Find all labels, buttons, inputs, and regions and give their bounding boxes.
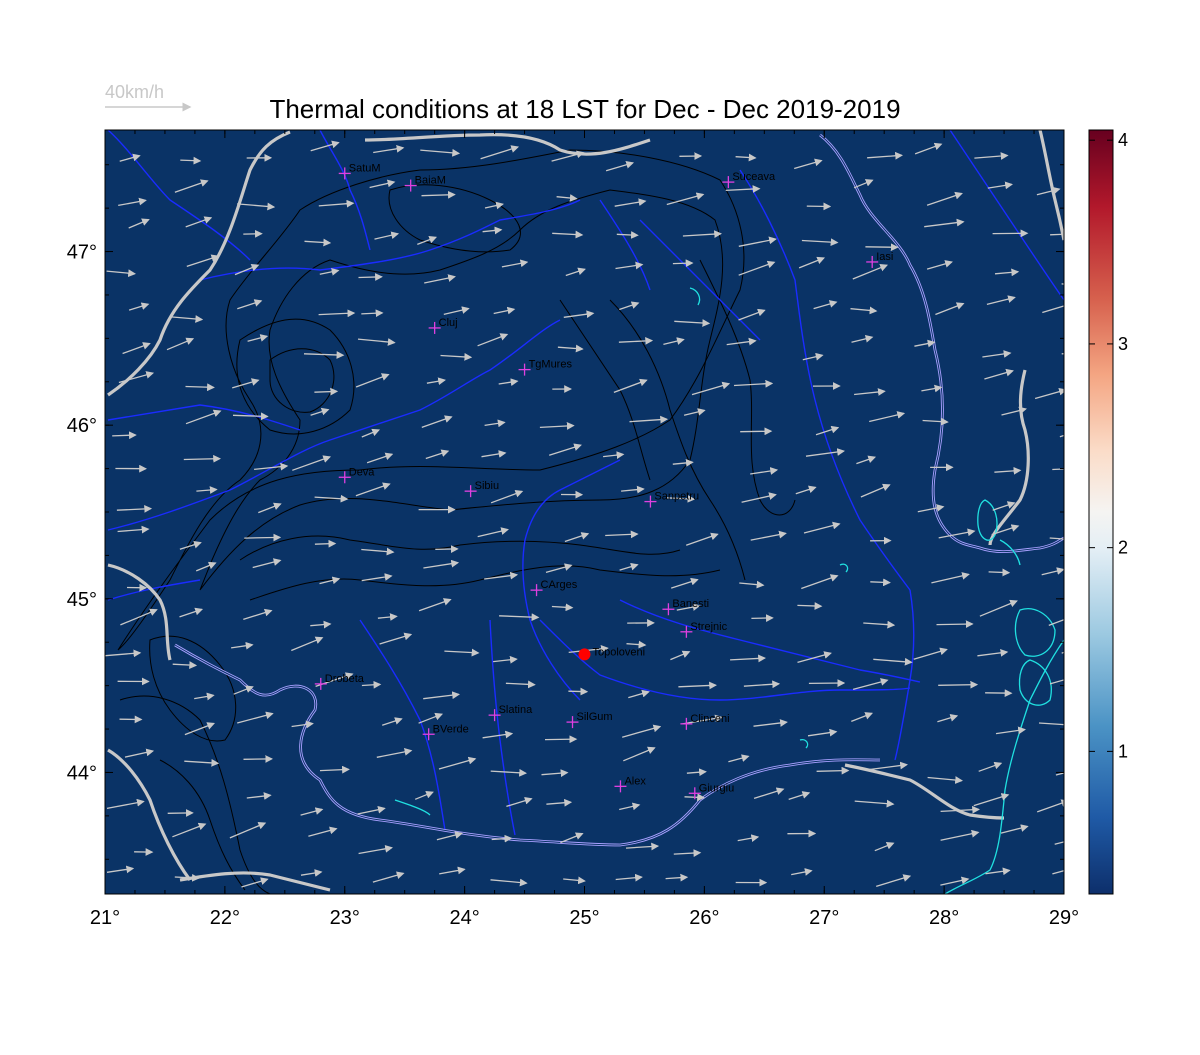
wind-arrow (180, 160, 200, 161)
lon-label: 29° (1049, 907, 1079, 929)
station-label: Deva (349, 466, 376, 478)
lon-label: 22° (210, 907, 240, 929)
wind-arrow (989, 572, 1009, 573)
station-label: Banesti (672, 598, 709, 610)
wind-arrow (865, 247, 897, 248)
wind-reference: 40km/h (105, 82, 190, 107)
highlight-dot[interactable] (579, 648, 591, 660)
station-label: SilGum (577, 711, 613, 723)
wind-arrow (314, 391, 336, 392)
station-label: Clinceni (690, 713, 729, 725)
wind-arrow (937, 624, 973, 625)
wind-arrow (685, 797, 704, 798)
lon-label: 24° (450, 907, 480, 929)
lon-label: 27° (809, 907, 839, 929)
colorbar-tick-label: 3 (1118, 334, 1128, 354)
map-title: Thermal conditions at 18 LST for Dec - D… (269, 94, 900, 124)
wind-arrow (1060, 427, 1093, 437)
lon-label: 21° (90, 907, 120, 929)
wind-arrow (1062, 644, 1086, 653)
lon-label: 26° (689, 907, 719, 929)
longitude-labels: 21° 22° 23° 24° 25° 26° 27° 28° 29° (90, 907, 1079, 929)
colorbar: 1 2 3 4 (1089, 130, 1128, 894)
wind-arrow (1064, 152, 1091, 156)
wind-arrow (184, 459, 220, 460)
wind-arrow (186, 387, 214, 388)
lon-label: 28° (929, 907, 959, 929)
station-label: Drobeta (325, 673, 365, 685)
wind-arrow (315, 544, 335, 545)
station-label: Suceava (732, 171, 776, 183)
station-label: Sibiu (475, 480, 499, 492)
lon-label: 23° (330, 907, 360, 929)
map-background (105, 130, 1064, 894)
lat-label: 44° (67, 762, 97, 784)
map-panel: SatuM BaiaM Suceava Iasi Cluj TgMures Deva Sibi… (67, 130, 1098, 929)
wind-arrow (359, 277, 382, 278)
colorbar-tick-label: 4 (1118, 130, 1128, 150)
wind-arrow (797, 605, 821, 606)
station-label: Alex (624, 775, 646, 787)
station-label: BaiaM (415, 175, 446, 187)
wind-arrow (740, 431, 771, 432)
lat-label: 46° (67, 415, 97, 437)
wind-arrow (112, 435, 135, 436)
station-label: Cluj (439, 317, 458, 329)
station-label: CArges (541, 579, 578, 591)
station-label: Giurgiu (699, 782, 734, 794)
highlight-label: Topoloveni (593, 646, 646, 658)
station-label: Sanpetru (654, 491, 699, 503)
station-label: Slatina (499, 704, 534, 716)
colorbar-tick-label: 1 (1118, 741, 1128, 761)
wind-arrow (673, 263, 692, 264)
wind-arrow (244, 537, 280, 538)
lat-label: 47° (67, 242, 97, 264)
station-label: Iasi (876, 251, 893, 263)
wind-arrow (817, 771, 849, 772)
wind-arrow (568, 691, 587, 692)
wind-arrow (1062, 284, 1088, 286)
colorbar-tick-label: 2 (1118, 538, 1128, 558)
wind-arrow (870, 582, 889, 583)
wind-arrow (435, 549, 457, 550)
lon-label: 25° (569, 907, 599, 929)
station-label: SatuM (349, 162, 381, 174)
station-label: Strejnic (690, 621, 727, 633)
lat-label: 45° (67, 589, 97, 611)
station-label: BVerde (433, 723, 469, 735)
wind-arrow (938, 685, 977, 686)
latitude-labels: 44° 45° 46° 47° (67, 242, 97, 785)
station-label: TgMures (529, 359, 573, 371)
wind-arrow (545, 739, 576, 740)
wind-reference-label: 40km/h (105, 82, 164, 102)
wind-arrow (751, 618, 772, 619)
wind-arrow (1062, 353, 1088, 354)
colorbar-gradient (1089, 130, 1113, 894)
